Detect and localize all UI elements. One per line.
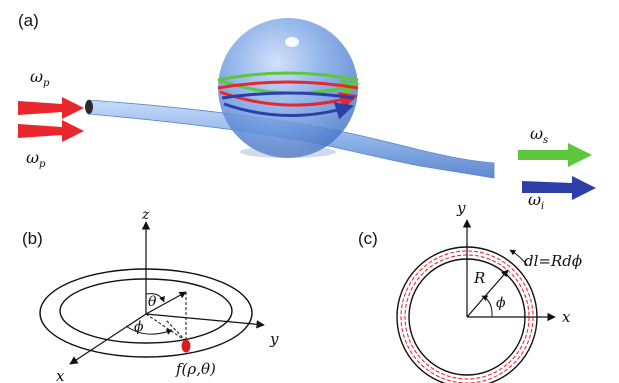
arc-element-arrow [509, 249, 528, 266]
idler-mode-ring [221, 91, 355, 100]
phi-label: ϕ [134, 319, 144, 335]
signal-arrow [518, 143, 592, 167]
c-phi-arc [481, 295, 493, 318]
c-radius-label: R [473, 269, 485, 287]
theta-label: θ [148, 294, 157, 310]
pump-arrow-1 [18, 97, 84, 119]
c-radius-vector [466, 269, 509, 318]
z-axis-label: z [141, 207, 150, 223]
panel-a-label: (a) [18, 11, 39, 30]
field-distribution-spot [181, 339, 191, 353]
radius-vector [145, 291, 187, 315]
x-axis [69, 313, 147, 365]
fiber-end-face [85, 100, 93, 114]
pump-arrow-2 [18, 120, 84, 142]
idler-arrow [522, 176, 596, 200]
panel-a: (a) ωp ωp ωs ωi [18, 11, 596, 212]
x-axis-label: x [56, 367, 65, 383]
idler-mode-front [223, 102, 354, 120]
c-phi-label: ϕ [496, 295, 506, 311]
idler-label: ωi [528, 190, 544, 212]
arc-element-label: dl=Rdϕ [524, 252, 582, 270]
projection-horizontal [145, 313, 187, 342]
y-axis-label: y [269, 330, 279, 348]
sphere-shadow [240, 146, 336, 158]
panel-b: (b) z y x θ ϕ f(ρ,θ) [22, 207, 279, 383]
y-axis [145, 313, 265, 329]
sphere-highlight [285, 37, 299, 47]
c-x-axis-label: x [562, 308, 571, 326]
c-y-axis-label: y [456, 199, 466, 217]
panel-c: (c) y x R ϕ dl=Rdϕ [358, 199, 582, 383]
phi-arc [125, 325, 173, 335]
theta-arc [145, 293, 165, 303]
pump-label-bottom: ωp [26, 148, 46, 170]
microsphere-resonator [218, 18, 358, 158]
panel-c-label: (c) [358, 229, 378, 248]
pump-mode-ring [217, 80, 359, 90]
field-function-label: f(ρ,θ) [175, 360, 216, 378]
panel-b-label: (b) [22, 229, 43, 248]
signal-mode-ring [217, 71, 359, 82]
pump-label-top: ωp [30, 67, 50, 89]
signal-label: ωs [530, 124, 548, 146]
